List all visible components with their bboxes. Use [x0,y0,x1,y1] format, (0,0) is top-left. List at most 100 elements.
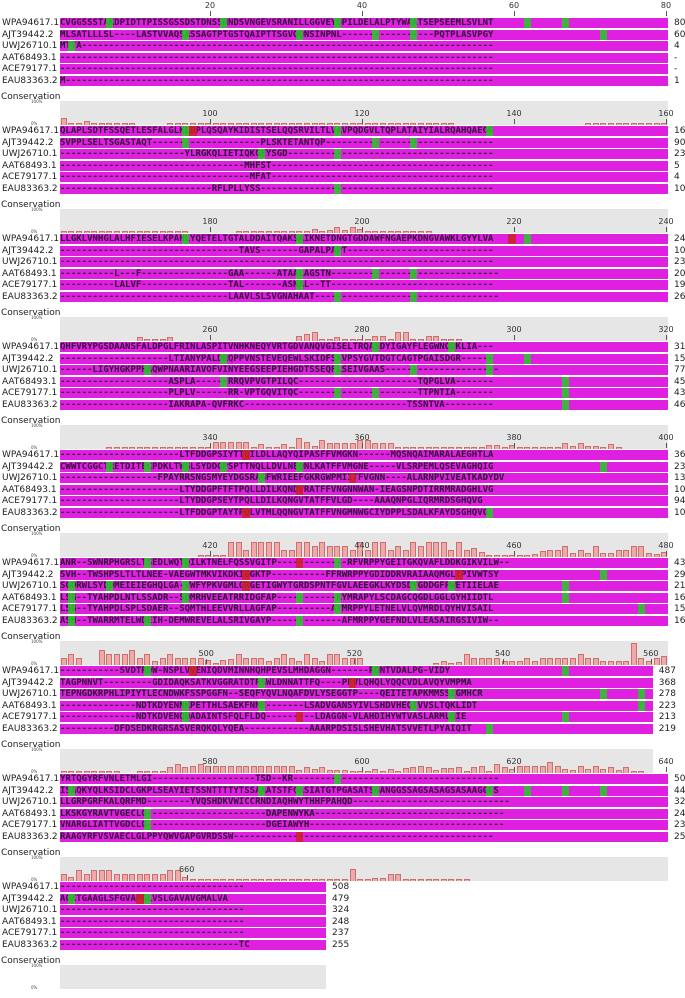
conservation-bar [76,771,82,773]
conservation-bar [342,770,348,773]
conservation-bar [387,231,394,233]
conservation-bar [281,123,288,125]
ruler-number: 280 [354,325,370,334]
conservation-bar [448,663,455,665]
conservation-bar [463,879,470,881]
conservation-bar [342,546,348,557]
conservation-bar [319,339,326,341]
residue-count: 487 [658,666,676,676]
sequence-row: ----------------------------------------… [60,257,668,267]
conservation-bar [311,123,318,125]
conservation-bar [83,874,90,881]
sequence-label: WPA94617.1 [2,450,60,460]
conservation-bar [136,231,143,233]
conservation-bar [212,879,219,881]
conservation-bar [205,879,212,881]
residue-highlight [136,893,144,904]
conservation-bar [326,879,333,881]
conservation-bar [456,879,462,881]
conservation-bar [638,771,645,773]
conservation-bar [106,771,113,773]
residue-highlight [333,126,342,136]
residue-count: 80 [674,18,685,28]
conservation-bar [592,446,599,449]
residue-count: 4 [674,41,680,51]
percent-0-label: 0% [31,121,38,126]
conservation-bar [539,658,546,665]
ruler-number: 560 [643,649,659,658]
sequence-row: ----------------------LTFDDGPSIYTTQILDLL… [60,450,668,460]
conservation-bar [144,771,151,773]
sequence-label: WPA94617.1 [2,234,60,244]
conservation-bar [250,231,257,233]
conservation-bar [357,123,364,125]
conservation-bar [319,440,326,449]
residue-count: 20 [674,268,685,279]
sequence-row: --------------------IAKRAPA-QVFRKC------… [60,399,668,410]
conservation-bar [615,661,622,665]
ruler-tick [362,119,363,124]
conservation-track [60,209,668,233]
conservation-bar [380,443,386,449]
ruler-tick [514,551,515,556]
conservation-bar [478,658,485,665]
conservation-label: Conservation [1,92,61,102]
percent-100-label: 100% [31,207,43,212]
ruler-tick [514,767,515,772]
conservation-bar [600,553,607,557]
conservation-bar [608,444,614,449]
conservation-bar [98,771,105,773]
conservation-bar [364,879,371,881]
residue-highlight [257,700,266,711]
conservation-bar [182,658,189,665]
residue-highlight [333,183,342,194]
sequence-label: AAT68493.1 [2,592,57,603]
conservation-bar [243,231,250,233]
conservation-bar [250,658,257,665]
conservation-bar [570,553,576,557]
residue-count: 324 [332,905,350,915]
residue-highlight [599,29,608,40]
conservation-bar [182,123,189,125]
sequence-label: ACE79177.1 [2,820,58,830]
conservation-bar [456,447,462,449]
conservation-bar [418,231,424,233]
conservation-bar [311,658,318,665]
conservation-bar [448,550,455,557]
conservation-bar [243,879,250,881]
conservation-bar [197,555,204,557]
conservation-bar [266,231,272,233]
residue-count: 26 [674,291,685,302]
conservation-bar [349,339,356,341]
conservation-bar [372,769,379,773]
conservation-bar [402,332,409,341]
conservation-bar [585,446,592,449]
conservation-bar [463,447,470,449]
conservation-bar [349,771,356,773]
sequence-row: ---------------------------------TC [60,939,326,950]
ruler-number: 40 [356,1,368,10]
conservation-bar [76,870,82,881]
conservation-bar [395,546,402,557]
conservation-bar [296,661,303,665]
sequence-label: EAU83363.2 [2,507,58,518]
residue-highlight [181,700,190,711]
sequence-label: AAT68493.1 [2,376,57,387]
conservation-bar [167,337,174,341]
residue-highlight [219,353,228,364]
residue-highlight [242,569,250,580]
sequence-label: UWJ26710.1 [2,581,58,591]
conservation-bar [577,550,584,557]
residue-highlight [181,581,190,591]
residue-count: 90 [674,137,685,148]
residue-count: 103 [674,245,685,256]
ruler-number: 640 [658,757,674,766]
sequence-row: -------------------------------LAAVLSLSV… [60,291,668,302]
conservation-bar [304,542,310,557]
residue-highlight [105,461,114,472]
conservation-bar [395,231,402,233]
ruler-number: 360 [354,433,370,442]
conservation-bar [539,447,546,449]
conservation-bar [296,770,303,773]
conservation-bar [440,661,447,665]
